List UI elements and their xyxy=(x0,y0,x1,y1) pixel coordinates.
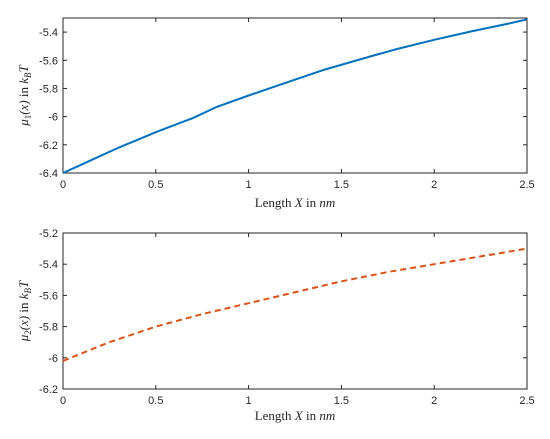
chart-bottom-mu2: 0 0.5 1 1.5 2 2.5 -6.2 -6 -5.8 -5.6 -5.4 -5.2 Length… xyxy=(16,228,535,423)
y-tick-label: -5.6 xyxy=(39,55,58,67)
axes-box xyxy=(62,232,528,390)
x-tick-label: 2.5 xyxy=(519,395,534,407)
series-line xyxy=(62,18,528,174)
y-tick-label: -6.4 xyxy=(39,168,58,180)
axes-box xyxy=(62,17,528,174)
y-tick-label: -5.6 xyxy=(39,290,58,302)
y-tick-label: -5.8 xyxy=(39,322,58,334)
y-tick-label: -6.2 xyxy=(39,384,58,396)
y-tick-label: -5.8 xyxy=(39,83,58,95)
x-tick-label: 0 xyxy=(60,395,66,407)
y-tick-label: -6 xyxy=(48,112,58,124)
x-tick-label: 0.5 xyxy=(148,395,163,407)
y-tick-label: -5.4 xyxy=(39,259,58,271)
series-line xyxy=(62,247,528,362)
x-axis-label: Length X in nm xyxy=(255,195,336,210)
y-tick-label: -5.4 xyxy=(39,27,58,39)
y-tick-label: -6.2 xyxy=(39,140,58,152)
x-tick-label: 1.5 xyxy=(334,179,349,191)
x-tick-label: 1.5 xyxy=(334,395,349,407)
x-tick-label: 2.5 xyxy=(519,179,534,191)
x-tick-label: 0.5 xyxy=(148,179,163,191)
x-tick-label: 1 xyxy=(246,179,252,191)
y-axis-label: μ1(x) in kBT xyxy=(16,64,33,126)
y-axis-label: μ2(x) in kBT xyxy=(16,280,33,342)
y-tick-label: -6 xyxy=(48,353,58,365)
x-tick-label: 2 xyxy=(431,395,437,407)
x-tick-label: 2 xyxy=(431,179,437,191)
x-tick-label: 0 xyxy=(60,179,66,191)
x-axis-label: Length X in nm xyxy=(255,408,336,423)
chart-top-mu1: 0 0.5 1 1.5 2 2.5 -6.4 -6.2 -6 -5.8 -5.6 -5.4 Length… xyxy=(16,17,535,210)
x-tick-label: 1 xyxy=(246,395,252,407)
y-tick-label: -5.2 xyxy=(39,228,58,240)
